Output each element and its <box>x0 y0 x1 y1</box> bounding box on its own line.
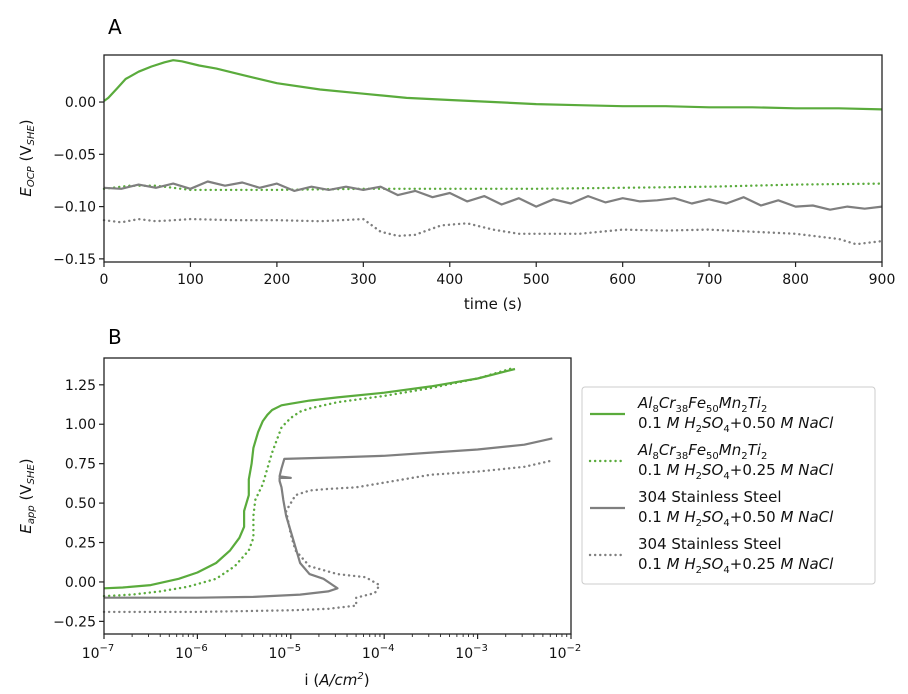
panel-a-x-tick-label: 600 <box>609 272 636 288</box>
panel-b-y-tick-label: −0.25 <box>53 614 96 630</box>
panel-a-label: A <box>108 15 122 39</box>
legend-entry: 304 Stainless Steel 0.1 M H2​SO4​+0.25 M … <box>588 535 834 576</box>
legend-entry-text: Al8​Cr38​Fe50​Mn2​Ti2​ <box>637 394 767 415</box>
panel-b-x-tick-label: 10−6 <box>175 643 208 662</box>
panel-a-ylabel-unit-sub: SHE <box>26 125 37 146</box>
legend-entry-text: 0.1 M H2​SO4​+0.25 M NaCl <box>638 461 834 482</box>
panel-b-ylabel-unit: V <box>17 484 35 495</box>
panel-b-y-tick-label: 0.75 <box>65 457 96 473</box>
panel-b-y-tick-label: 0.50 <box>65 496 96 512</box>
legend-box <box>581 386 876 585</box>
panel-b-xlabel-end: ) <box>364 671 370 689</box>
panel-a-y-tick-label: −0.15 <box>53 252 96 268</box>
panel-a-x-tick-label: 800 <box>782 272 809 288</box>
panel-a-x-tick-label: 700 <box>696 272 723 288</box>
panel-b-ylabel-e: E <box>17 524 35 534</box>
panel-a-frame <box>103 54 883 263</box>
panel-b-xlabel-sup: 2 <box>357 671 363 682</box>
panel-a-x-tick-label: 900 <box>869 272 896 288</box>
panel-b-x-tick-label: 10−2 <box>549 643 582 662</box>
legend-entry: Al8​Cr38​Fe50​Mn2​Ti2​0.1 M H2​SO4​+0.25… <box>588 441 834 482</box>
panel-a-x-tick-label: 300 <box>350 272 377 288</box>
panel-b-label: B <box>108 325 122 349</box>
panel-a-y-axis-label: EOCP (VSHE) <box>17 119 37 196</box>
panel-a-x-tick-label: 500 <box>523 272 550 288</box>
panel-b-y-ticks: 1.25 1.00 0.75 0.50 0.25 0.00 −0.25 <box>53 378 104 630</box>
panel-b-y-tick-label: 1.25 <box>65 378 96 394</box>
panel-a-ylabel-sub: OCP <box>26 165 37 187</box>
panel-a-x-tick-label: 400 <box>436 272 463 288</box>
panel-b-ylabel-unit-sub: SHE <box>26 464 37 485</box>
panel-b-x-tick-label: 10−3 <box>455 643 488 662</box>
legend-entry: Al8​Cr38​Fe50​Mn2​Ti2​0.1 M H2​SO4​+0.50… <box>590 394 834 435</box>
panel-b-xlabel-main: i ( <box>304 671 319 689</box>
panel-a-series-line-2 <box>103 180 883 211</box>
panel-a-series-line-0 <box>103 59 883 111</box>
panel-b-y-axis-label: Eapp (VSHE) <box>17 458 37 533</box>
panel-b-x-tick-label: 10−7 <box>82 643 115 662</box>
panel-b: B 10−7 10−6 10−5 10−4 10−3 10−2 1.25 1.00 0.75 0… <box>17 325 876 689</box>
panel-b-y-tick-label: 1.00 <box>65 417 96 433</box>
panel-b-xlabel-unit: A/cm <box>318 671 357 689</box>
legend-entry-text: 0.1 M H2​SO4​+0.50 M NaCl <box>638 414 834 435</box>
panel-b-series <box>102 366 554 614</box>
legend-entry-text: 304 Stainless Steel <box>638 535 782 553</box>
panel-a-series <box>102 59 884 246</box>
panel-b-ylabel-sub: app <box>26 505 37 524</box>
legend-entry-text: 0.1 M H2​SO4​+0.50 M NaCl <box>638 508 834 529</box>
panel-b-y-tick-label: 0.00 <box>65 575 96 591</box>
panel-a: A 0 100 200 300 400 500 600 700 800 900 0.00 −0.05… <box>17 15 895 313</box>
panel-a-x-tick-label: 0 <box>100 272 109 288</box>
panel-a-x-tick-label: 200 <box>264 272 291 288</box>
panel-a-y-tick-label: 0.00 <box>65 95 96 111</box>
panel-a-series-line-3 <box>102 217 884 246</box>
panel-b-series-line-2 <box>104 437 553 599</box>
legend-entry-text: 0.1 M H2​SO4​+0.25 M NaCl <box>638 555 834 576</box>
panel-a-x-axis-label: time (s) <box>464 295 522 313</box>
panel-b-frame <box>103 357 572 635</box>
panel-b-y-tick-label: 0.25 <box>65 536 96 552</box>
panel-a-y-tick-label: −0.10 <box>53 200 96 216</box>
panel-b-series-line-0 <box>103 367 516 590</box>
legend-entry-text: 304 Stainless Steel <box>638 488 782 506</box>
panel-b-x-tick-label: 10−5 <box>269 643 302 662</box>
legend-entry: 304 Stainless Steel 0.1 M H2​SO4​+0.50 M … <box>590 488 834 529</box>
panel-a-x-tick-label: 100 <box>177 272 204 288</box>
panel-a-y-tick-label: −0.05 <box>53 147 96 163</box>
panel-a-x-ticks: 0 100 200 300 400 500 600 700 800 900 <box>100 262 896 288</box>
panel-b-series-line-3 <box>102 459 554 614</box>
panel-b-series-line-1 <box>102 366 517 598</box>
panel-b-x-ticks: 10−7 10−6 10−5 10−4 10−3 10−2 <box>82 634 582 662</box>
panel-a-y-ticks: 0.00 −0.05 −0.10 −0.15 <box>53 95 104 268</box>
legend: Al8​Cr38​Fe50​Mn2​Ti2​0.1 M H2​SO4​+0.50… <box>581 386 876 585</box>
legend-entry-text: Al8​Cr38​Fe50​Mn2​Ti2​ <box>637 441 767 462</box>
panel-a-ylabel-unit: V <box>17 145 35 156</box>
panel-a-ylabel-e: E <box>17 187 35 197</box>
panel-b-x-axis-label: i (A/cm2) <box>304 671 369 689</box>
panel-b-x-tick-label: 10−4 <box>362 643 395 662</box>
